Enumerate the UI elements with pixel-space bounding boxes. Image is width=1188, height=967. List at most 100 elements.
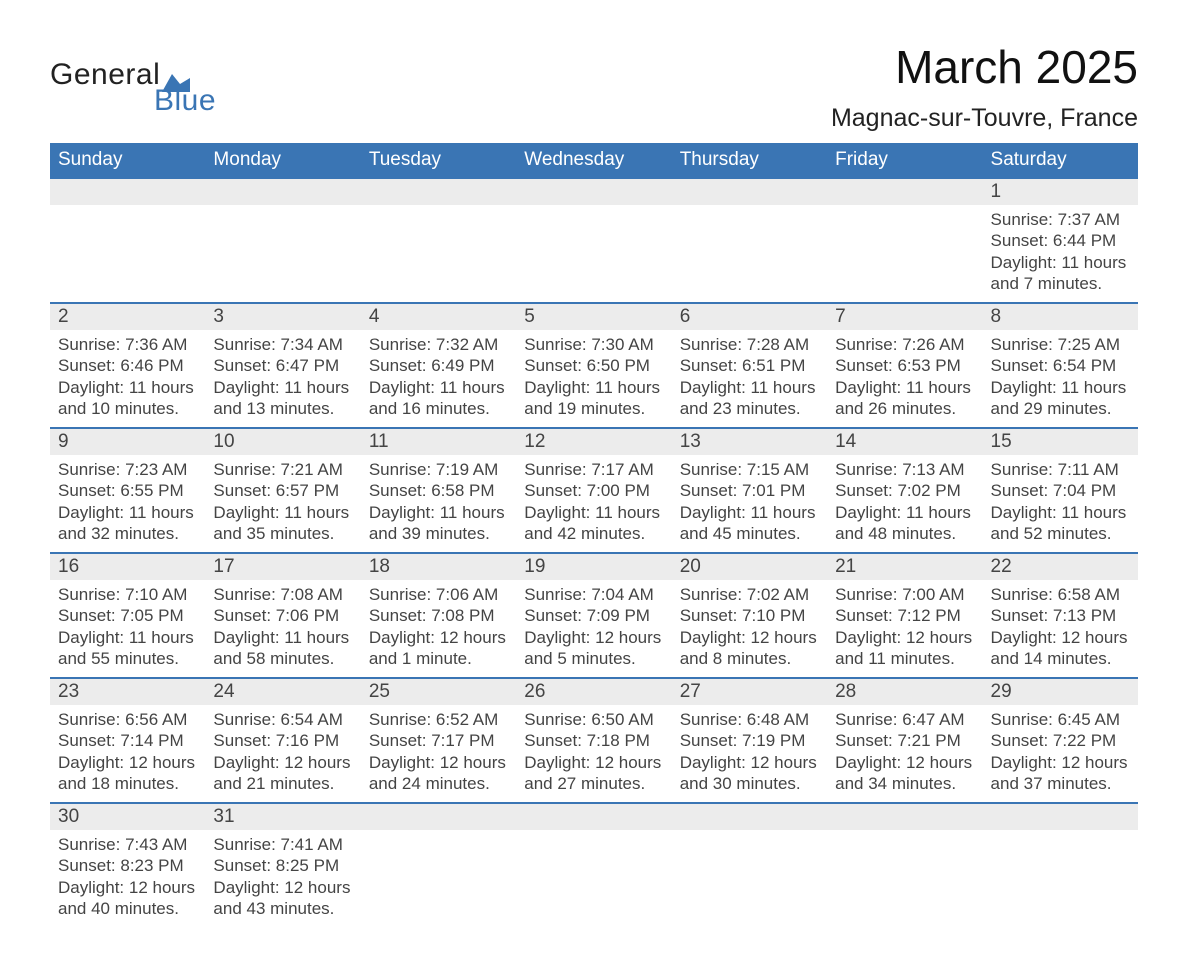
sunrise-text: Sunrise: 6:54 AM	[213, 709, 352, 730]
daylight-text: Daylight: 12 hours and 27 minutes.	[524, 752, 663, 795]
day-detail: Sunrise: 7:26 AMSunset: 6:53 PMDaylight:…	[827, 330, 982, 428]
day-number	[516, 178, 671, 205]
sunrise-text: Sunrise: 7:28 AM	[680, 334, 819, 355]
sunset-text: Sunset: 7:12 PM	[835, 605, 974, 626]
sunrise-text: Sunrise: 6:56 AM	[58, 709, 197, 730]
day-number: 8	[983, 303, 1138, 330]
daylight-text: Daylight: 11 hours and 23 minutes.	[680, 377, 819, 420]
daylight-text: Daylight: 11 hours and 52 minutes.	[991, 502, 1130, 545]
day-number: 10	[205, 428, 360, 455]
brand-logo: General Blue	[50, 58, 216, 118]
day-detail	[983, 830, 1138, 927]
sunset-text: Sunset: 6:54 PM	[991, 355, 1130, 376]
day-number: 29	[983, 678, 1138, 705]
day-detail	[361, 830, 516, 927]
day-number: 24	[205, 678, 360, 705]
weekday-header: Thursday	[672, 143, 827, 178]
sunset-text: Sunset: 7:06 PM	[213, 605, 352, 626]
sunset-text: Sunset: 6:46 PM	[58, 355, 197, 376]
day-body-row: Sunrise: 7:23 AMSunset: 6:55 PMDaylight:…	[50, 455, 1138, 553]
daylight-text: Daylight: 12 hours and 30 minutes.	[680, 752, 819, 795]
day-detail: Sunrise: 7:15 AMSunset: 7:01 PMDaylight:…	[672, 455, 827, 553]
daylight-text: Daylight: 12 hours and 24 minutes.	[369, 752, 508, 795]
day-detail: Sunrise: 7:23 AMSunset: 6:55 PMDaylight:…	[50, 455, 205, 553]
sunrise-text: Sunrise: 7:37 AM	[991, 209, 1130, 230]
weekday-header: Wednesday	[516, 143, 671, 178]
day-number	[827, 178, 982, 205]
day-detail: Sunrise: 7:02 AMSunset: 7:10 PMDaylight:…	[672, 580, 827, 678]
day-number-row: 9101112131415	[50, 428, 1138, 455]
sunrise-text: Sunrise: 6:45 AM	[991, 709, 1130, 730]
day-number	[205, 178, 360, 205]
day-number: 23	[50, 678, 205, 705]
daylight-text: Daylight: 12 hours and 18 minutes.	[58, 752, 197, 795]
weekday-header: Friday	[827, 143, 982, 178]
day-number: 22	[983, 553, 1138, 580]
sunrise-text: Sunrise: 6:52 AM	[369, 709, 508, 730]
daylight-text: Daylight: 12 hours and 8 minutes.	[680, 627, 819, 670]
day-detail: Sunrise: 7:06 AMSunset: 7:08 PMDaylight:…	[361, 580, 516, 678]
weekday-header: Monday	[205, 143, 360, 178]
sunset-text: Sunset: 7:02 PM	[835, 480, 974, 501]
sunset-text: Sunset: 6:58 PM	[369, 480, 508, 501]
day-number: 19	[516, 553, 671, 580]
sunrise-text: Sunrise: 7:21 AM	[213, 459, 352, 480]
day-detail: Sunrise: 7:08 AMSunset: 7:06 PMDaylight:…	[205, 580, 360, 678]
location-subtitle: Magnac-sur-Touvre, France	[831, 104, 1138, 133]
day-number: 12	[516, 428, 671, 455]
daylight-text: Daylight: 11 hours and 42 minutes.	[524, 502, 663, 545]
day-detail	[672, 205, 827, 303]
sunrise-text: Sunrise: 7:10 AM	[58, 584, 197, 605]
day-number: 26	[516, 678, 671, 705]
day-detail	[827, 830, 982, 927]
sunrise-text: Sunrise: 7:34 AM	[213, 334, 352, 355]
day-number: 30	[50, 803, 205, 830]
sunrise-text: Sunrise: 6:50 AM	[524, 709, 663, 730]
day-number: 5	[516, 303, 671, 330]
weekday-header: Tuesday	[361, 143, 516, 178]
daylight-text: Daylight: 11 hours and 39 minutes.	[369, 502, 508, 545]
day-number: 18	[361, 553, 516, 580]
sunset-text: Sunset: 7:16 PM	[213, 730, 352, 751]
sunrise-text: Sunrise: 7:04 AM	[524, 584, 663, 605]
sunset-text: Sunset: 7:08 PM	[369, 605, 508, 626]
day-detail: Sunrise: 6:50 AMSunset: 7:18 PMDaylight:…	[516, 705, 671, 803]
sunrise-text: Sunrise: 7:15 AM	[680, 459, 819, 480]
day-detail: Sunrise: 6:48 AMSunset: 7:19 PMDaylight:…	[672, 705, 827, 803]
sunset-text: Sunset: 6:57 PM	[213, 480, 352, 501]
day-detail: Sunrise: 7:43 AMSunset: 8:23 PMDaylight:…	[50, 830, 205, 927]
sunset-text: Sunset: 6:49 PM	[369, 355, 508, 376]
daylight-text: Daylight: 12 hours and 1 minute.	[369, 627, 508, 670]
sunrise-text: Sunrise: 6:48 AM	[680, 709, 819, 730]
sunrise-text: Sunrise: 7:00 AM	[835, 584, 974, 605]
daylight-text: Daylight: 11 hours and 55 minutes.	[58, 627, 197, 670]
daylight-text: Daylight: 12 hours and 11 minutes.	[835, 627, 974, 670]
weekday-header: Sunday	[50, 143, 205, 178]
sunset-text: Sunset: 6:44 PM	[991, 230, 1130, 251]
day-detail: Sunrise: 7:41 AMSunset: 8:25 PMDaylight:…	[205, 830, 360, 927]
sunrise-text: Sunrise: 7:26 AM	[835, 334, 974, 355]
sunrise-text: Sunrise: 7:32 AM	[369, 334, 508, 355]
day-number	[361, 178, 516, 205]
sunset-text: Sunset: 6:50 PM	[524, 355, 663, 376]
day-number: 20	[672, 553, 827, 580]
sunset-text: Sunset: 6:47 PM	[213, 355, 352, 376]
sunrise-text: Sunrise: 7:30 AM	[524, 334, 663, 355]
day-detail	[361, 205, 516, 303]
day-detail: Sunrise: 7:10 AMSunset: 7:05 PMDaylight:…	[50, 580, 205, 678]
sunset-text: Sunset: 8:25 PM	[213, 855, 352, 876]
daylight-text: Daylight: 11 hours and 48 minutes.	[835, 502, 974, 545]
sunrise-text: Sunrise: 7:43 AM	[58, 834, 197, 855]
day-number: 25	[361, 678, 516, 705]
sunrise-text: Sunrise: 7:25 AM	[991, 334, 1130, 355]
day-detail: Sunrise: 7:19 AMSunset: 6:58 PMDaylight:…	[361, 455, 516, 553]
day-number: 3	[205, 303, 360, 330]
sunrise-text: Sunrise: 6:47 AM	[835, 709, 974, 730]
daylight-text: Daylight: 12 hours and 43 minutes.	[213, 877, 352, 920]
sunrise-text: Sunrise: 7:11 AM	[991, 459, 1130, 480]
day-detail: Sunrise: 6:58 AMSunset: 7:13 PMDaylight:…	[983, 580, 1138, 678]
page-title: March 2025	[831, 40, 1138, 94]
sunset-text: Sunset: 7:18 PM	[524, 730, 663, 751]
sunset-text: Sunset: 7:09 PM	[524, 605, 663, 626]
daylight-text: Daylight: 11 hours and 13 minutes.	[213, 377, 352, 420]
